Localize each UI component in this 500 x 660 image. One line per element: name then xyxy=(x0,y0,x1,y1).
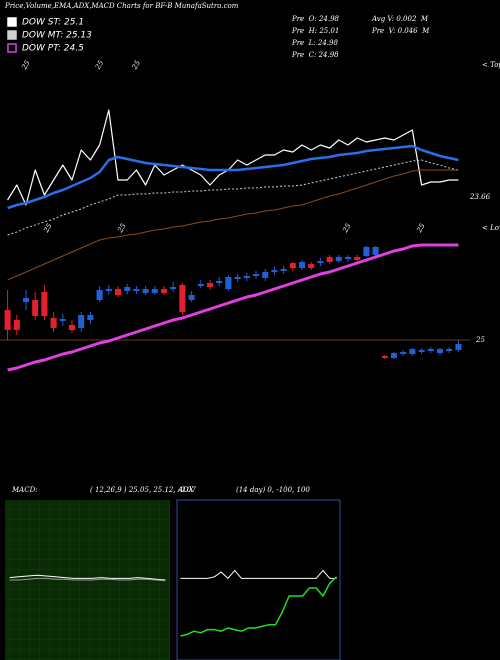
line-series xyxy=(9,574,166,581)
candle-body xyxy=(151,289,158,293)
candle-body xyxy=(13,320,20,330)
candle-body xyxy=(252,274,260,276)
candle-body xyxy=(317,261,324,263)
candle-body xyxy=(133,289,140,291)
candle-body xyxy=(381,356,388,358)
candle-body xyxy=(446,349,453,351)
candle-body xyxy=(326,257,333,262)
candle-body xyxy=(308,264,315,268)
candle-body xyxy=(78,315,85,328)
candle-body xyxy=(335,257,342,261)
line-series xyxy=(180,576,338,637)
candle-body xyxy=(409,349,416,354)
annotation: 23.66 xyxy=(469,193,491,201)
candle-body xyxy=(96,290,103,300)
candle-body xyxy=(22,298,30,302)
candle-body xyxy=(179,285,186,312)
line-series xyxy=(7,144,459,210)
price-info: Pre L: 24.98 xyxy=(291,39,338,47)
candle-body xyxy=(32,300,39,316)
price-info: Pre V: 0.046 M xyxy=(371,27,430,35)
price-info: Pre H: 25.01 xyxy=(291,27,339,35)
legend-label: DOW MT: 25.13 xyxy=(22,31,92,41)
line-series xyxy=(7,243,459,372)
price-info: Pre O: 24.98 xyxy=(291,15,340,23)
candle-body xyxy=(280,269,287,271)
candle-body xyxy=(87,315,94,320)
candle-body xyxy=(262,272,269,278)
candle-body xyxy=(400,352,407,354)
candle-body xyxy=(216,281,223,283)
candle-body xyxy=(418,350,425,352)
line-series xyxy=(9,577,166,582)
candle-body xyxy=(298,262,306,268)
candle-body xyxy=(289,263,296,268)
candle-body xyxy=(455,344,462,350)
line-series xyxy=(7,109,459,206)
candle-body xyxy=(142,289,149,293)
candle-body xyxy=(344,257,352,259)
reference-label: 25 xyxy=(475,336,485,344)
annotation: < Tops xyxy=(482,61,500,69)
legend-swatch xyxy=(7,43,17,53)
chart-title: MACD: xyxy=(11,486,38,494)
line-series xyxy=(7,169,459,281)
candle-body xyxy=(436,349,444,353)
candle-body xyxy=(59,319,66,321)
candle-body xyxy=(234,277,241,279)
annotation: < Lows xyxy=(482,224,500,232)
candle-body xyxy=(225,277,232,289)
candle-body xyxy=(105,289,112,291)
candle-body xyxy=(41,292,48,316)
chart-title: Price,Volume,EMA,ADX,MACD Charts for BF-… xyxy=(4,2,239,10)
chart-subtitle: ( 12,26,9 ) 25.05, 25.12, -0.07 xyxy=(90,486,196,494)
chart-subtitle: (14 day) 0, -100, 100 xyxy=(236,486,310,494)
candle-body xyxy=(390,353,398,358)
line-series xyxy=(180,569,337,579)
price-info: Avg V: 0.002 M xyxy=(371,15,429,23)
candle-body xyxy=(124,287,131,291)
candle-body xyxy=(160,289,168,293)
legend-swatch xyxy=(7,30,17,40)
candle-body xyxy=(206,283,214,287)
legend-label: DOW ST: 25.1 xyxy=(22,18,84,28)
legend-swatch xyxy=(7,17,17,27)
chart-title: ADX xyxy=(177,486,195,494)
candle-body xyxy=(170,287,177,289)
candle-body xyxy=(68,325,76,330)
candle-body xyxy=(188,295,195,300)
candle-body xyxy=(363,247,370,256)
candle-body xyxy=(4,310,11,330)
price-info: Pre C: 24.98 xyxy=(291,51,339,59)
panel-background xyxy=(176,499,341,660)
candle-body xyxy=(50,318,57,328)
candle-body xyxy=(271,270,278,272)
candle-body xyxy=(243,276,250,278)
line-series xyxy=(7,159,459,236)
candle-body xyxy=(354,257,361,260)
candle-body xyxy=(427,349,434,351)
legend-label: DOW PT: 24.5 xyxy=(22,44,84,54)
candle-body xyxy=(372,247,379,255)
candle-body xyxy=(114,289,122,295)
candle-body xyxy=(197,284,204,286)
